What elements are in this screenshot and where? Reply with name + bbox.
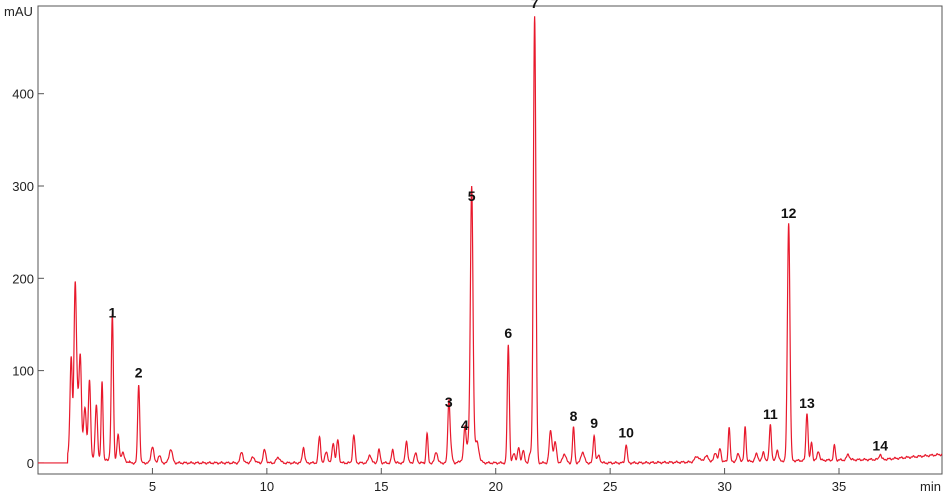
y-tick-label: 200: [12, 271, 34, 286]
peak-label-8: 8: [570, 408, 578, 424]
x-axis-unit-label: min: [920, 479, 941, 494]
x-tick-label: 25: [603, 479, 617, 494]
peak-label-14: 14: [872, 437, 888, 453]
x-tick-label: 30: [717, 479, 731, 494]
peak-label-3: 3: [445, 394, 453, 410]
y-tick-label: 300: [12, 179, 34, 194]
peak-label-11: 11: [763, 406, 778, 422]
peak-label-10: 10: [618, 424, 634, 440]
x-tick-label: 35: [832, 479, 846, 494]
peak-label-4: 4: [461, 417, 469, 433]
peak-label-9: 9: [590, 415, 598, 431]
y-tick-label: 0: [27, 456, 34, 471]
y-tick-label: 100: [12, 364, 34, 379]
x-tick-label: 10: [260, 479, 274, 494]
y-tick-label: 400: [12, 87, 34, 102]
x-tick-label: 20: [488, 479, 502, 494]
peak-label-13: 13: [799, 395, 815, 411]
peak-label-12: 12: [781, 205, 797, 221]
peak-label-7: 7: [531, 0, 539, 11]
peak-label-2: 2: [135, 364, 143, 380]
x-tick-label: 15: [374, 479, 388, 494]
chromatogram-trace: [38, 16, 943, 465]
peak-label-1: 1: [108, 304, 116, 320]
peak-label-5: 5: [468, 188, 476, 204]
peak-label-6: 6: [504, 325, 512, 341]
x-tick-label: 5: [149, 479, 156, 494]
y-axis-unit-label: mAU: [4, 4, 33, 19]
plot-frame: [37, 5, 943, 475]
